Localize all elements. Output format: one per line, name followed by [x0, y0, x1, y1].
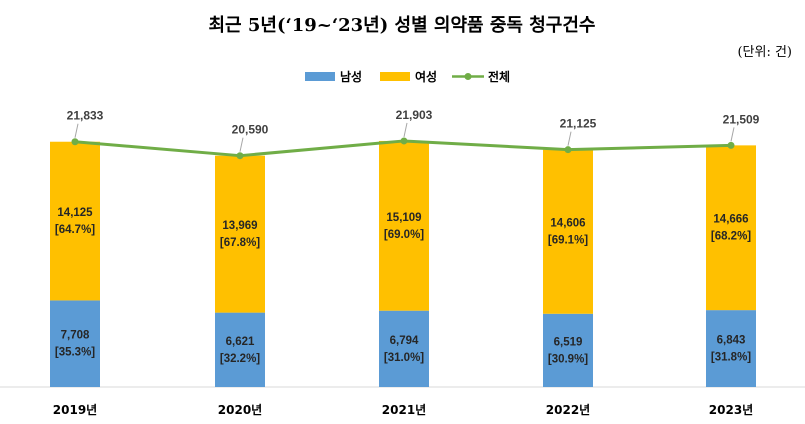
bar-male-0 [50, 300, 100, 387]
plot-area: 7,708 [35.3%] 14,125 [64.7%] 2019년 6,621 [32.2… [0, 108, 805, 417]
total-value-4: 21,509 [723, 112, 760, 126]
legend-marker-total [464, 73, 472, 80]
x-tick-label-1: 2020년 [218, 403, 262, 417]
bar-female-value-2: 15,109 [386, 212, 421, 224]
bar-male-value-1: 6,621 [226, 336, 255, 348]
bar-female-value-0: 14,125 [57, 207, 93, 219]
x-tick-label-4: 2023년 [709, 403, 753, 417]
bar-male-percent-2: [31.0%] [384, 352, 424, 364]
total-value-2: 21,903 [396, 108, 433, 122]
total-value-1: 20,590 [232, 123, 269, 137]
total-leader-3 [567, 131, 572, 146]
legend-label-female: 여성 [415, 69, 437, 84]
bar-male-3 [543, 313, 593, 387]
chart-title: 최근 5년(‘19~‘23년) 성별 의약품 중독 청구건수 [208, 14, 595, 36]
total-value-0: 21,833 [67, 109, 104, 123]
bar-male-percent-3: [30.9%] [548, 353, 588, 365]
legend-label-total: 전체 [488, 69, 510, 84]
bar-female-percent-0: [64.7%] [55, 224, 95, 236]
bar-male-4 [706, 310, 756, 387]
legend: 남성 여성 전체 [305, 69, 510, 84]
bar-male-value-0: 7,708 [61, 330, 90, 342]
legend-label-male: 남성 [340, 69, 362, 84]
bar-female-4 [706, 145, 756, 311]
bar-male-percent-0: [35.3%] [55, 347, 95, 359]
bar-male-value-2: 6,794 [390, 335, 419, 347]
bar-female-percent-1: [67.8%] [220, 237, 260, 249]
bar-female-2 [379, 140, 429, 311]
total-marker-1 [236, 152, 244, 160]
total-marker-3 [564, 146, 572, 154]
bar-female-3 [543, 149, 593, 314]
x-tick-label-3: 2022년 [546, 403, 590, 417]
bar-female-percent-4: [68.2%] [711, 231, 751, 243]
x-tick-label-0: 2019년 [53, 403, 97, 417]
total-marker-2 [400, 137, 408, 145]
bar-male-value-3: 6,519 [554, 336, 583, 348]
bar-male-value-4: 6,843 [717, 335, 746, 347]
unit-label: (단위: 건) [737, 45, 792, 60]
total-value-3: 21,125 [560, 117, 597, 131]
bar-male-1 [215, 312, 265, 387]
bar-male-percent-1: [32.2%] [220, 353, 260, 365]
bar-female-value-1: 13,969 [222, 220, 257, 232]
bar-female-value-4: 14,666 [713, 214, 748, 226]
bar-female-value-3: 14,606 [550, 218, 585, 230]
bar-female-percent-3: [69.1%] [548, 235, 588, 247]
bar-male-2 [379, 310, 429, 387]
bar-female-percent-2: [69.0%] [384, 229, 424, 241]
bar-female-0 [50, 141, 100, 301]
total-marker-4 [727, 141, 735, 149]
bar-female-1 [215, 155, 265, 313]
x-tick-label-2: 2021년 [382, 403, 426, 417]
legend-swatch-male [305, 72, 335, 81]
legend-swatch-female [380, 72, 410, 81]
total-marker-0 [71, 138, 79, 146]
bar-male-percent-4: [31.8%] [711, 352, 751, 364]
total-leader-2 [403, 122, 408, 138]
total-leader-1 [239, 137, 244, 152]
total-leader-4 [730, 127, 735, 142]
total-leader-0 [74, 123, 79, 138]
